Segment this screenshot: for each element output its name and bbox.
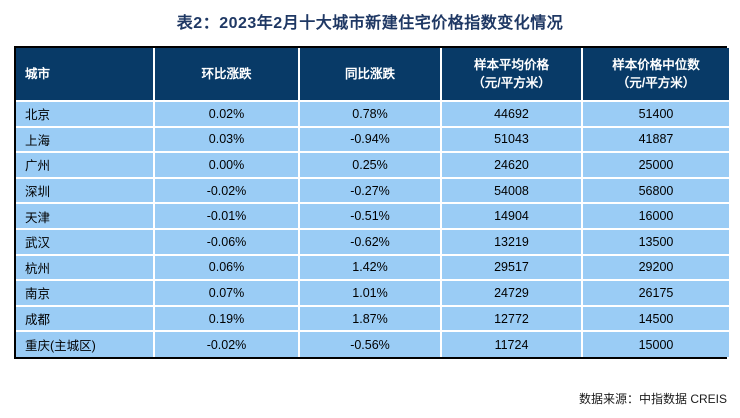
city-cell: 成都 bbox=[16, 305, 155, 333]
median-price-cell: 29200 bbox=[582, 254, 729, 282]
table-row-wuhan: 武汉 -0.06% -0.62% 13219 13500 bbox=[16, 228, 729, 256]
median-price-cell: 15000 bbox=[582, 331, 729, 357]
avg-price-cell: 13219 bbox=[441, 228, 583, 256]
mom-cell: 0.00% bbox=[154, 152, 300, 179]
col-header-median-price: 样本价格中位数 （元/平方米） bbox=[582, 48, 729, 102]
mom-cell: 0.02% bbox=[154, 101, 300, 128]
city-cell: 广州 bbox=[16, 152, 155, 179]
col-header-median-price-label: 样本价格中位数 bbox=[612, 57, 700, 72]
median-price-cell: 13500 bbox=[582, 228, 729, 256]
table-row-hangzhou: 杭州 0.06% 1.42% 29517 29200 bbox=[16, 254, 729, 282]
table-row-nanjing: 南京 0.07% 1.01% 24729 26175 bbox=[16, 280, 729, 307]
table-row-chengdu: 成都 0.19% 1.87% 12772 14500 bbox=[16, 305, 729, 333]
avg-price-cell: 29517 bbox=[441, 254, 583, 282]
col-header-avg-price-unit: （元/平方米） bbox=[472, 76, 551, 90]
header-row: 城市 环比涨跌 同比涨跌 样本平均价格 （元/平方米） 样本价格中位数 （元/平… bbox=[16, 48, 729, 102]
col-header-avg-price-label: 样本平均价格 bbox=[473, 57, 549, 72]
city-cell: 天津 bbox=[16, 203, 155, 230]
median-price-cell: 26175 bbox=[582, 280, 729, 307]
col-header-yoy: 同比涨跌 bbox=[299, 48, 442, 102]
yoy-cell: -0.62% bbox=[299, 228, 442, 256]
data-source-note: 数据来源：中指数据 CREIS bbox=[578, 392, 727, 406]
mom-cell: -0.06% bbox=[154, 228, 300, 256]
mom-cell: 0.06% bbox=[154, 254, 300, 282]
city-cell: 武汉 bbox=[16, 228, 155, 256]
median-price-cell: 51400 bbox=[582, 101, 729, 128]
avg-price-cell: 54008 bbox=[441, 177, 583, 205]
table-row-chongqing: 重庆(主城区) -0.02% -0.56% 11724 15000 bbox=[16, 331, 729, 357]
price-index-table-container: 城市 环比涨跌 同比涨跌 样本平均价格 （元/平方米） 样本价格中位数 （元/平… bbox=[14, 46, 729, 359]
avg-price-cell: 12772 bbox=[441, 305, 583, 333]
avg-price-cell: 24729 bbox=[441, 280, 583, 307]
col-header-median-price-unit: （元/平方米） bbox=[616, 76, 696, 90]
city-cell: 深圳 bbox=[16, 177, 155, 205]
col-header-avg-price: 样本平均价格 （元/平方米） bbox=[441, 48, 583, 102]
table-row-shenzhen: 深圳 -0.02% -0.27% 54008 56800 bbox=[16, 177, 729, 205]
col-header-mom: 环比涨跌 bbox=[154, 48, 300, 102]
avg-price-cell: 11724 bbox=[441, 331, 583, 357]
table-row-shanghai: 上海 0.03% -0.94% 51043 41887 bbox=[16, 126, 729, 154]
city-cell: 南京 bbox=[16, 280, 155, 307]
city-cell: 北京 bbox=[16, 101, 155, 128]
avg-price-cell: 44692 bbox=[441, 101, 583, 128]
avg-price-cell: 51043 bbox=[441, 126, 583, 154]
city-cell: 上海 bbox=[16, 126, 155, 154]
yoy-cell: -0.56% bbox=[299, 331, 442, 357]
mom-cell: 0.03% bbox=[154, 126, 300, 154]
page-title: 表2：2023年2月十大城市新建住宅价格指数变化情况 bbox=[176, 15, 564, 32]
table-row-guangzhou: 广州 0.00% 0.25% 24620 25000 bbox=[16, 152, 729, 179]
mom-cell: -0.02% bbox=[154, 331, 300, 357]
yoy-cell: 1.42% bbox=[299, 254, 442, 282]
yoy-cell: 0.25% bbox=[299, 152, 442, 179]
median-price-cell: 16000 bbox=[582, 203, 729, 230]
avg-price-cell: 14904 bbox=[441, 203, 583, 230]
table-row-beijing: 北京 0.02% 0.78% 44692 51400 bbox=[16, 101, 729, 128]
mom-cell: -0.01% bbox=[154, 203, 300, 230]
yoy-cell: -0.51% bbox=[299, 203, 442, 230]
mom-cell: 0.19% bbox=[154, 305, 300, 333]
yoy-cell: -0.94% bbox=[299, 126, 442, 154]
yoy-cell: 1.87% bbox=[299, 305, 442, 333]
city-cell: 重庆(主城区) bbox=[16, 331, 155, 357]
avg-price-cell: 24620 bbox=[441, 152, 583, 179]
median-price-cell: 56800 bbox=[582, 177, 729, 205]
yoy-cell: 0.78% bbox=[299, 101, 442, 128]
price-index-table: 城市 环比涨跌 同比涨跌 样本平均价格 （元/平方米） 样本价格中位数 （元/平… bbox=[16, 48, 729, 357]
mom-cell: 0.07% bbox=[154, 280, 300, 307]
median-price-cell: 14500 bbox=[582, 305, 729, 333]
city-cell: 杭州 bbox=[16, 254, 155, 282]
col-header-city: 城市 bbox=[16, 48, 155, 102]
median-price-cell: 25000 bbox=[582, 152, 729, 179]
yoy-cell: -0.27% bbox=[299, 177, 442, 205]
mom-cell: -0.02% bbox=[154, 177, 300, 205]
median-price-cell: 41887 bbox=[582, 126, 729, 154]
yoy-cell: 1.01% bbox=[299, 280, 442, 307]
table-row-tianjin: 天津 -0.01% -0.51% 14904 16000 bbox=[16, 203, 729, 230]
